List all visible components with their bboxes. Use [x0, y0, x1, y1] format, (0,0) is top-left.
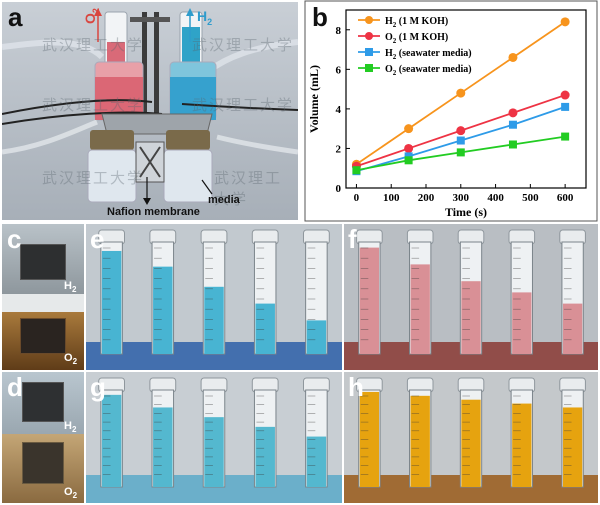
legend-entry: H2 (seawater media)	[385, 48, 472, 61]
panel-c-photo: c H2 O2	[2, 224, 84, 370]
media-label: media	[208, 194, 240, 206]
data-point	[404, 124, 414, 134]
data-point	[560, 90, 570, 100]
data-point	[404, 156, 413, 165]
panel-label-b: b	[312, 2, 328, 32]
tubes-g	[86, 377, 342, 503]
panel-label-c: c	[7, 224, 22, 254]
panel-label-g: g	[90, 372, 106, 402]
y-tick-label: 8	[336, 25, 342, 37]
watermark-text-5: 武汉理工大学	[42, 169, 145, 187]
data-point	[560, 17, 570, 27]
electrolyzer-illustration	[2, 8, 298, 205]
x-tick-label: 500	[522, 192, 539, 204]
data-point	[456, 126, 466, 136]
data-point	[508, 52, 518, 62]
data-point	[456, 148, 465, 157]
data-point	[456, 88, 466, 98]
x-tick-label: 300	[453, 192, 470, 204]
legend-marker	[365, 48, 373, 56]
chart-svg: 0 100 200 300 400 500 600 0 2 4 6 8 Time (s) Volume (…	[304, 0, 598, 222]
watermark-text-4: 武汉理工大学	[192, 96, 295, 114]
panel-a-photo: 武汉理工大学 武汉理工大学 武汉理工大学 武汉理工大学 武汉理工大学 武汉理工大…	[2, 2, 298, 220]
y-tick-label: 4	[336, 104, 342, 116]
plot-frame	[345, 9, 587, 189]
data-point	[456, 136, 465, 145]
panel-label-e: e	[90, 224, 105, 254]
panel-b-chart: 0 100 200 300 400 500 600 0 2 4 6 8 Time (s) Volume (…	[304, 0, 598, 222]
y-axis-label: Volume (mL)	[307, 65, 321, 133]
panel-label-a: a	[8, 2, 23, 32]
tubes-h	[344, 377, 598, 503]
watermark-text-3: 武汉理工大学	[42, 96, 145, 114]
gas-label-h2: H2	[197, 8, 213, 27]
panel-label-d: d	[7, 372, 23, 402]
data-point	[561, 102, 570, 111]
membrane-label: Nafion membrane	[107, 206, 200, 218]
data-point	[561, 132, 570, 141]
gas-label-h2-d: H2	[64, 420, 77, 435]
watermark-text: 武汉理工大学	[42, 36, 145, 54]
x-tick-label: 0	[354, 192, 360, 204]
data-point	[508, 108, 518, 118]
watermark-text-6: 武汉理工大学	[214, 169, 283, 208]
x-tick-label: 600	[557, 192, 574, 204]
gas-label-o2-d: O2	[64, 486, 78, 501]
panel-e-photo: e	[86, 224, 342, 370]
data-point	[404, 143, 414, 153]
panel-label-f: f	[348, 224, 357, 254]
panel-label-h: h	[348, 372, 364, 402]
tubes-f	[344, 229, 598, 370]
watermark-text-2: 武汉理工大学	[192, 36, 295, 54]
legend-entry: H2 (1 M KOH)	[385, 16, 448, 29]
legend-entry: O2 (seawater media)	[385, 64, 472, 77]
x-tick-label: 400	[487, 192, 504, 204]
panel-d-photo: d H2 O2	[2, 372, 84, 503]
data-point	[508, 120, 517, 129]
tubes-e	[86, 229, 342, 370]
gas-label-h2-c: H2	[64, 280, 77, 295]
x-tick-label: 200	[418, 192, 435, 204]
y-tick-label: 0	[336, 183, 342, 195]
data-point	[352, 166, 361, 175]
legend-marker	[365, 64, 373, 72]
data-point	[508, 140, 517, 149]
y-tick-label: 6	[336, 64, 342, 76]
legend-entry: O2 (1 M KOH)	[385, 32, 448, 45]
panel-g-photo: g	[86, 372, 342, 503]
y-tick-label: 2	[336, 143, 342, 155]
x-tick-label: 100	[383, 192, 400, 204]
gas-label-o2-c: O2	[64, 352, 78, 367]
panel-h-photo: h	[344, 372, 598, 503]
gas-label-o2: O2	[82, 8, 101, 24]
legend-marker	[365, 16, 373, 24]
x-axis-label: Time (s)	[445, 205, 487, 219]
legend-marker	[365, 32, 373, 40]
panel-f-photo: f	[344, 224, 598, 370]
